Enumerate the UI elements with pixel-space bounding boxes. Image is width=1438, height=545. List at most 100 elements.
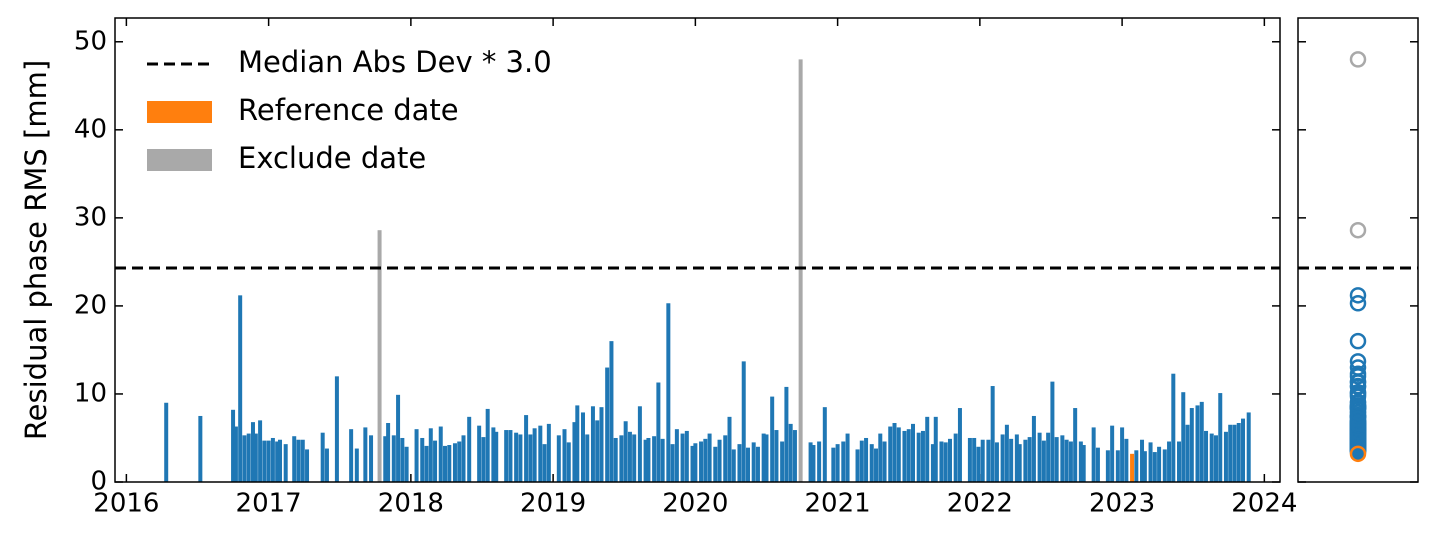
bar <box>947 438 952 482</box>
bar <box>1134 450 1139 482</box>
bar <box>693 443 698 482</box>
bar <box>253 433 258 482</box>
bar <box>562 429 567 482</box>
bar <box>1140 439 1145 482</box>
bar <box>1031 415 1036 482</box>
bar <box>275 441 280 482</box>
bar <box>1054 437 1059 482</box>
bar <box>911 423 916 482</box>
bar <box>623 421 628 482</box>
scatter-point <box>1349 404 1367 421</box>
bar <box>1124 438 1129 482</box>
bar <box>666 303 671 482</box>
bar <box>485 408 490 482</box>
bar <box>242 435 247 482</box>
bar <box>1115 450 1120 482</box>
bar <box>1014 434 1019 482</box>
bar <box>238 295 243 482</box>
bar <box>1105 450 1110 482</box>
scatter-point <box>1349 287 1367 304</box>
bar <box>266 440 271 482</box>
bar <box>1004 424 1009 482</box>
bar <box>556 435 561 482</box>
bar <box>1213 435 1218 482</box>
bar <box>363 427 368 482</box>
bar <box>920 430 925 482</box>
bar <box>817 441 822 482</box>
bar <box>831 447 836 482</box>
bar <box>1232 424 1237 482</box>
bar <box>320 432 325 482</box>
x-tick-label: 2021 <box>805 489 871 519</box>
bar <box>864 437 869 482</box>
x-tick-label: 2020 <box>662 489 728 519</box>
bar <box>599 407 604 482</box>
bar <box>727 416 732 482</box>
bar <box>613 437 618 482</box>
bar <box>707 433 712 482</box>
bar <box>1037 432 1042 482</box>
bar <box>774 430 779 482</box>
bar <box>461 435 466 482</box>
scatter-point <box>1349 295 1367 312</box>
legend-label: Median Abs Dev * 3.0 <box>238 45 552 79</box>
bar <box>1009 438 1014 482</box>
bar <box>262 440 267 482</box>
bar <box>383 436 388 482</box>
scatter-point <box>1349 384 1367 402</box>
bar <box>400 437 405 482</box>
y-tick-label: 40 <box>74 114 107 144</box>
bar <box>414 429 419 482</box>
bar <box>916 432 921 482</box>
bar <box>930 444 935 482</box>
bar <box>1185 424 1190 482</box>
bar <box>1073 408 1078 482</box>
bar <box>1017 444 1022 482</box>
scatter-point <box>1349 221 1367 239</box>
bar <box>822 407 827 482</box>
bar <box>1050 381 1055 482</box>
bar <box>528 434 533 482</box>
bar <box>233 426 238 482</box>
bar <box>1130 453 1135 482</box>
legend-label: Exclude date <box>238 141 426 175</box>
bar <box>1142 451 1147 482</box>
bar <box>788 423 793 482</box>
bar <box>231 409 236 482</box>
bar <box>1228 424 1233 482</box>
bar <box>670 444 675 482</box>
x-tick-label: 2019 <box>520 489 586 519</box>
bar <box>943 442 948 482</box>
bar <box>713 446 718 482</box>
scatter-point <box>1349 332 1367 350</box>
bar <box>532 428 537 482</box>
bar <box>1195 405 1200 482</box>
bar <box>1241 418 1246 482</box>
bar <box>717 439 722 482</box>
bar <box>1223 431 1228 482</box>
bar <box>1199 401 1204 482</box>
bar <box>386 423 391 482</box>
bar <box>780 441 785 482</box>
bar <box>305 449 310 482</box>
bar <box>296 439 301 482</box>
bar <box>896 427 901 482</box>
bar <box>1236 423 1241 482</box>
bar <box>892 423 897 482</box>
bar <box>283 444 288 482</box>
bar <box>514 432 519 482</box>
x-tick-label: 2023 <box>1089 489 1155 519</box>
y-tick-label: 20 <box>74 290 107 320</box>
bar <box>737 444 742 482</box>
bar <box>585 434 590 482</box>
scatter-point <box>1349 445 1367 463</box>
bar <box>967 437 972 482</box>
bar <box>637 406 642 482</box>
bar <box>354 448 359 482</box>
bar <box>424 445 429 482</box>
bar <box>1209 433 1214 482</box>
legend-label: Reference date <box>238 93 459 127</box>
scatter-point <box>1349 51 1367 68</box>
bar <box>518 434 523 482</box>
scatter-point <box>1349 365 1367 382</box>
